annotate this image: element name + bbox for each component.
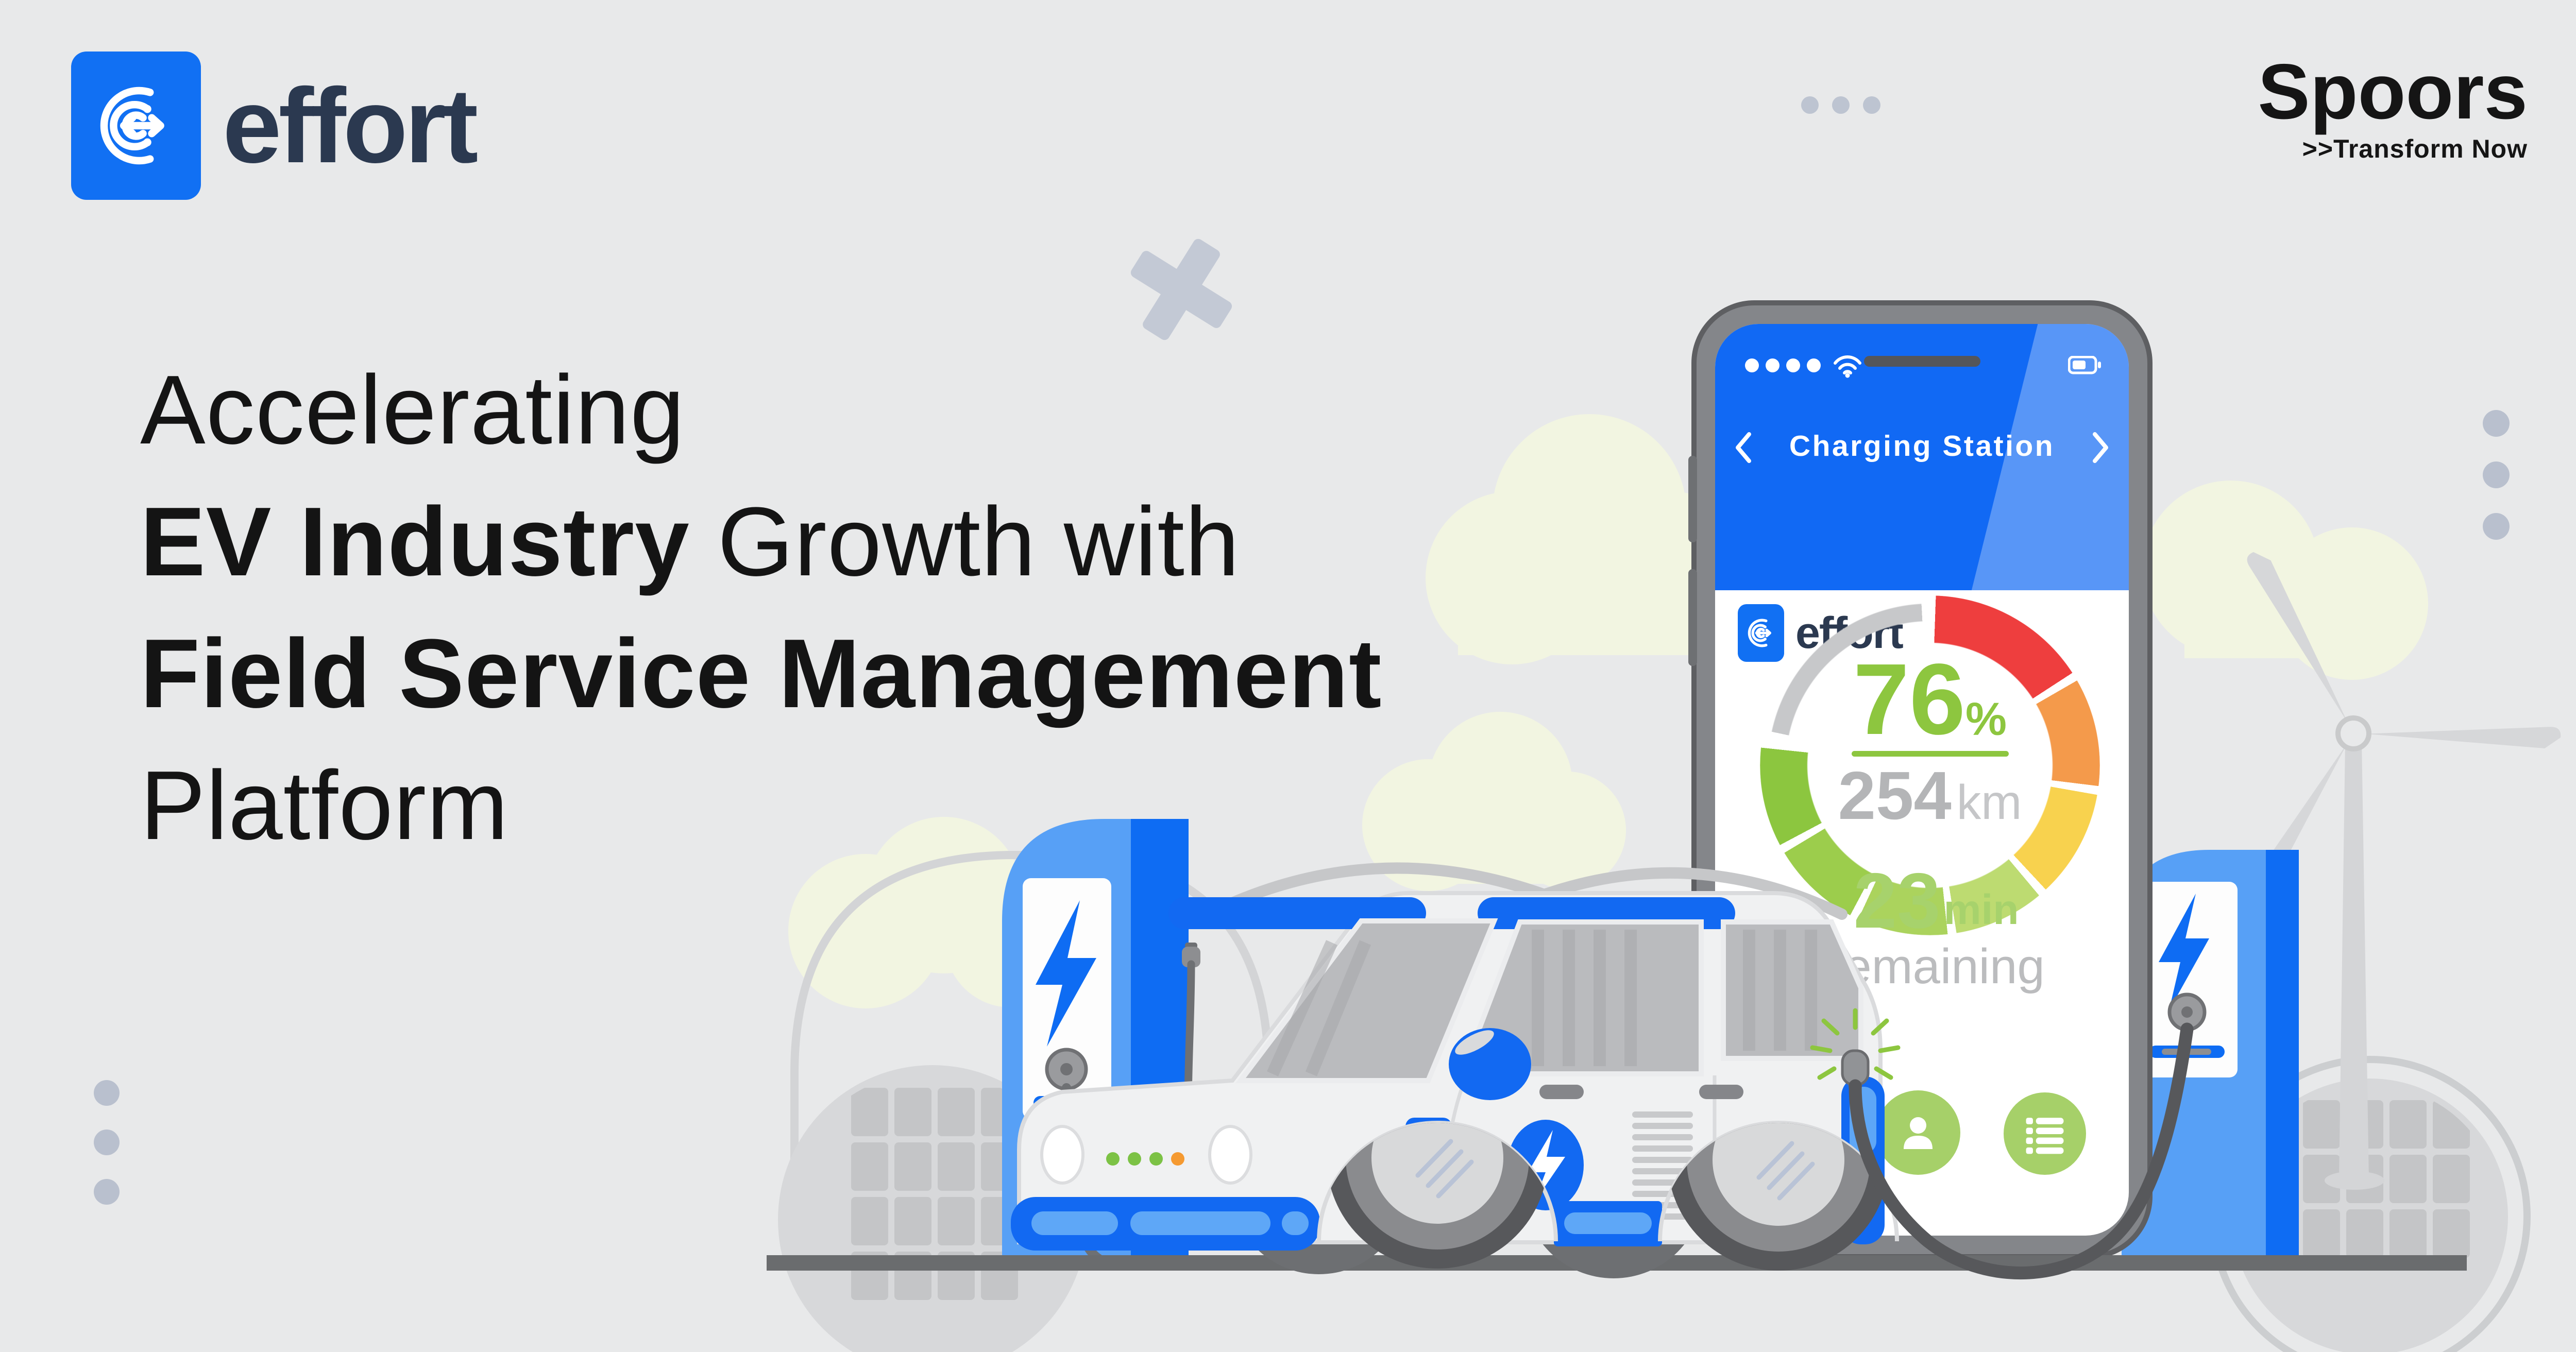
driver-profile-button[interactable] — [1876, 1090, 1960, 1175]
lightning-bolt-icon — [1528, 1130, 1565, 1202]
effort-wordmark: effort — [223, 66, 478, 185]
dots-right-decor — [2483, 410, 2510, 540]
status-bar — [1745, 352, 2102, 379]
battery-icon — [2068, 356, 2101, 374]
phone-power-button — [1688, 569, 1697, 666]
wind-turbine — [2245, 552, 2561, 1190]
eta-label: remaining — [1827, 938, 2045, 994]
solar-panel-left — [778, 1065, 1087, 1352]
vent-grille — [1632, 1111, 1693, 1220]
phone-speaker-notch — [1863, 356, 1980, 367]
door-handle — [1539, 1085, 1584, 1099]
phone-mockup: Charging Station — [1688, 300, 2153, 1259]
battery-percent-unit: % — [1965, 694, 2007, 746]
headlight — [1208, 1125, 1252, 1185]
charge-indicator-dots — [1106, 1152, 1184, 1166]
cloud-right — [2142, 481, 2428, 680]
app-header: Charging Station — [1715, 324, 2129, 590]
far-wheel — [1230, 1097, 1408, 1274]
lightning-bolt-icon — [1036, 900, 1096, 1047]
phone-volume-button — [1688, 456, 1697, 542]
spoors-logo: Spoors >>Transform Now — [2258, 53, 2528, 164]
list-icon — [2026, 1118, 2064, 1154]
effort-logo-icon — [71, 52, 201, 200]
headlight — [1040, 1125, 1084, 1185]
wifi-icon — [1834, 355, 1861, 378]
battery-percent-value: 76 — [1853, 643, 1965, 756]
plus-decor-icon — [1130, 238, 1232, 340]
headline-line-3: Field Service Management — [140, 619, 1382, 728]
signal-dots-icon — [1745, 358, 1821, 372]
phone-screen: Charging Station — [1715, 324, 2129, 1236]
front-wheel — [1327, 1123, 1548, 1269]
spoors-tagline: >>Transform Now — [2302, 134, 2528, 163]
roof-rail — [1168, 897, 1426, 929]
effort-logo: effort — [71, 52, 478, 200]
dots-top-decor — [1801, 96, 1880, 114]
ground-bar — [767, 1255, 2467, 1271]
ev-badge — [1507, 1120, 1584, 1210]
headline-line-2: EV Industry Growth with — [140, 487, 1240, 596]
spoors-wordmark: Spoors — [2258, 48, 2528, 135]
gauge-divider — [1851, 751, 2009, 757]
app-title-bar: Charging Station — [1715, 425, 2129, 471]
eta-unit: min — [1943, 886, 2019, 933]
headline-line-1: Accelerating — [140, 355, 685, 465]
range-value: 254 — [1838, 758, 1952, 834]
far-wheel — [1523, 1097, 1704, 1278]
time-remaining: 23 min remaining — [1715, 857, 2129, 995]
front-door-handle — [1405, 1118, 1452, 1135]
charging-station-left — [1002, 819, 1200, 1271]
person-icon — [1904, 1117, 1933, 1149]
arch-outline-left — [790, 851, 1273, 1258]
app-title: Charging Station — [1789, 430, 2055, 463]
eta-value: 23 — [1853, 857, 1941, 945]
headline-line-4: Platform — [140, 751, 509, 860]
station-cable-left — [1059, 1083, 1146, 1271]
dots-left-decor — [94, 1080, 120, 1205]
station-sign-left — [1023, 878, 1111, 1119]
side-mirror — [1449, 1028, 1531, 1100]
headline: Accelerating EV Industry Growth with Fie… — [140, 344, 1382, 871]
lightning-bolt-icon — [2159, 894, 2209, 1011]
cloud-mid-lower — [1362, 712, 1626, 891]
hanging-cable — [1184, 960, 1195, 1172]
range-unit: km — [1956, 775, 2022, 830]
forward-chevron-icon[interactable] — [2091, 431, 2110, 464]
solar-panel-right — [2209, 1056, 2531, 1352]
charge-details-button[interactable] — [2004, 1092, 2086, 1175]
back-chevron-icon[interactable] — [1734, 431, 1753, 464]
